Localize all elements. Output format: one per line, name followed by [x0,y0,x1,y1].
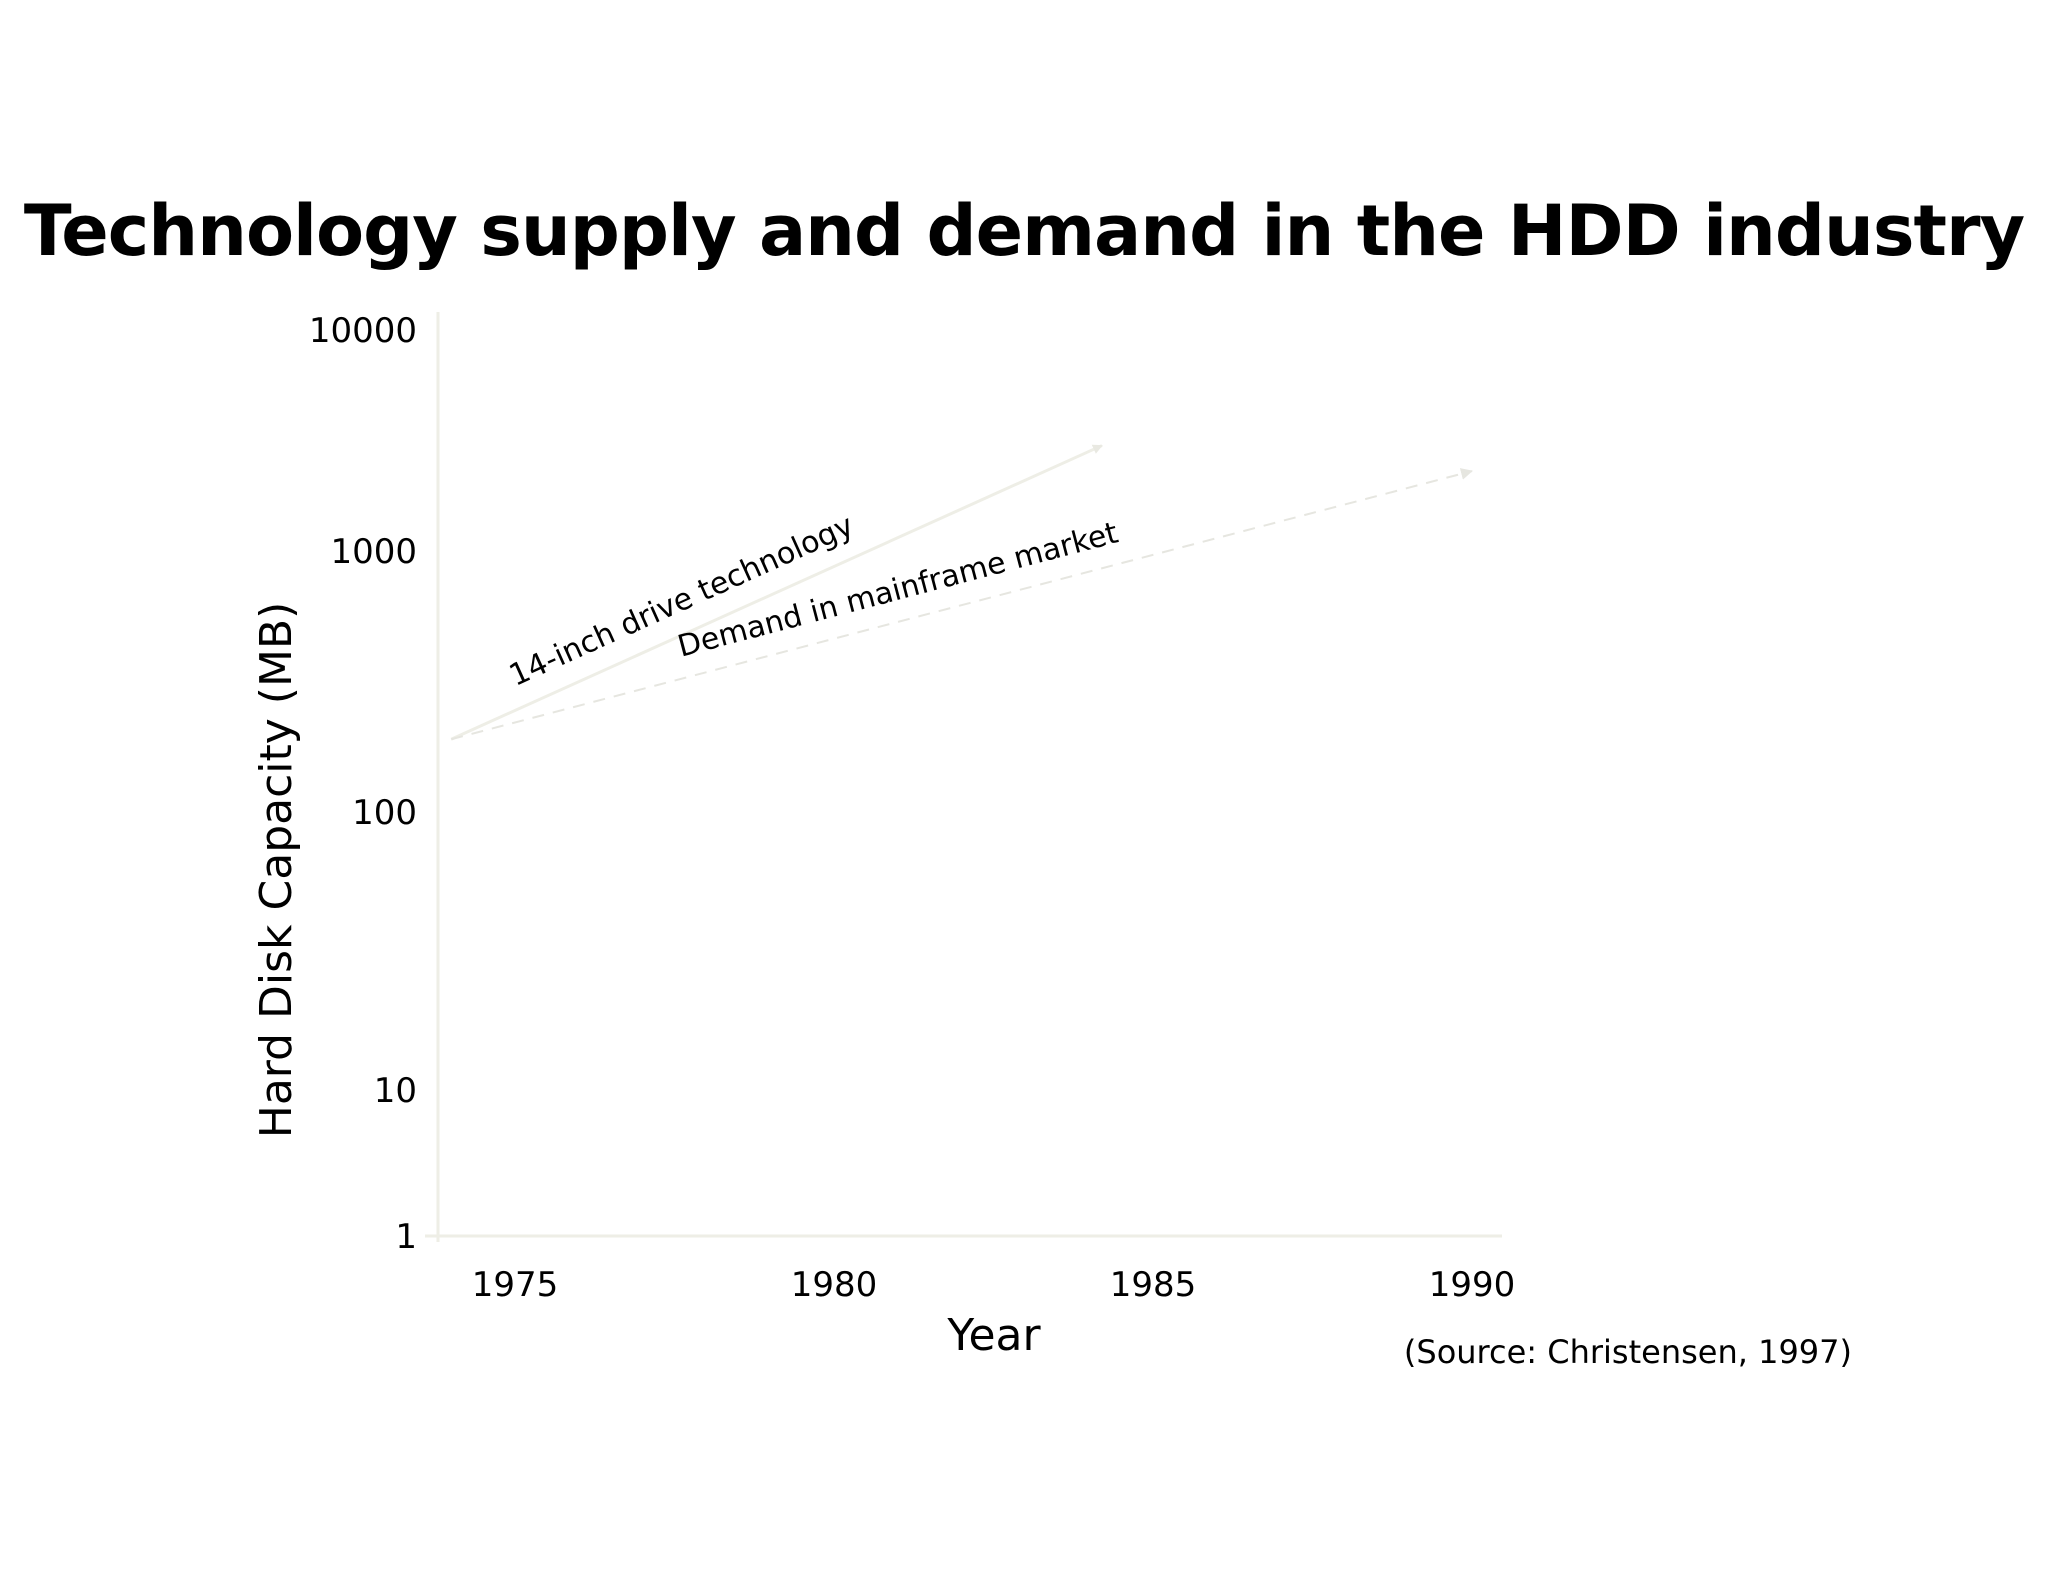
x-tick-label: 1990 [1429,1265,1516,1305]
demand-mainframe-line [450,468,1473,741]
source-note: (Source: Christensen, 1997) [1404,1333,1852,1371]
page-title: Technology supply and demand in the HDD … [23,190,2025,272]
x-axis-ticks: 1975 1980 1985 1990 [472,1265,1516,1305]
chart-axes [425,312,1502,1242]
y-tick-label: 1000 [330,532,417,572]
x-tick-label: 1975 [472,1265,559,1305]
y-axis-ticks: 1 10 100 1000 10000 [309,311,417,1257]
y-axis-title: Hard Disk Capacity (MB) [251,602,302,1139]
x-tick-label: 1985 [1110,1265,1197,1305]
x-axis-title: Year [946,1310,1041,1361]
y-tick-label: 10000 [309,311,417,351]
chart-series [450,444,1473,741]
technology-14inch-line [450,444,1103,741]
x-tick-label: 1980 [791,1265,878,1305]
y-tick-label: 100 [352,793,417,833]
y-tick-label: 1 [395,1217,417,1257]
y-tick-label: 10 [374,1071,417,1111]
